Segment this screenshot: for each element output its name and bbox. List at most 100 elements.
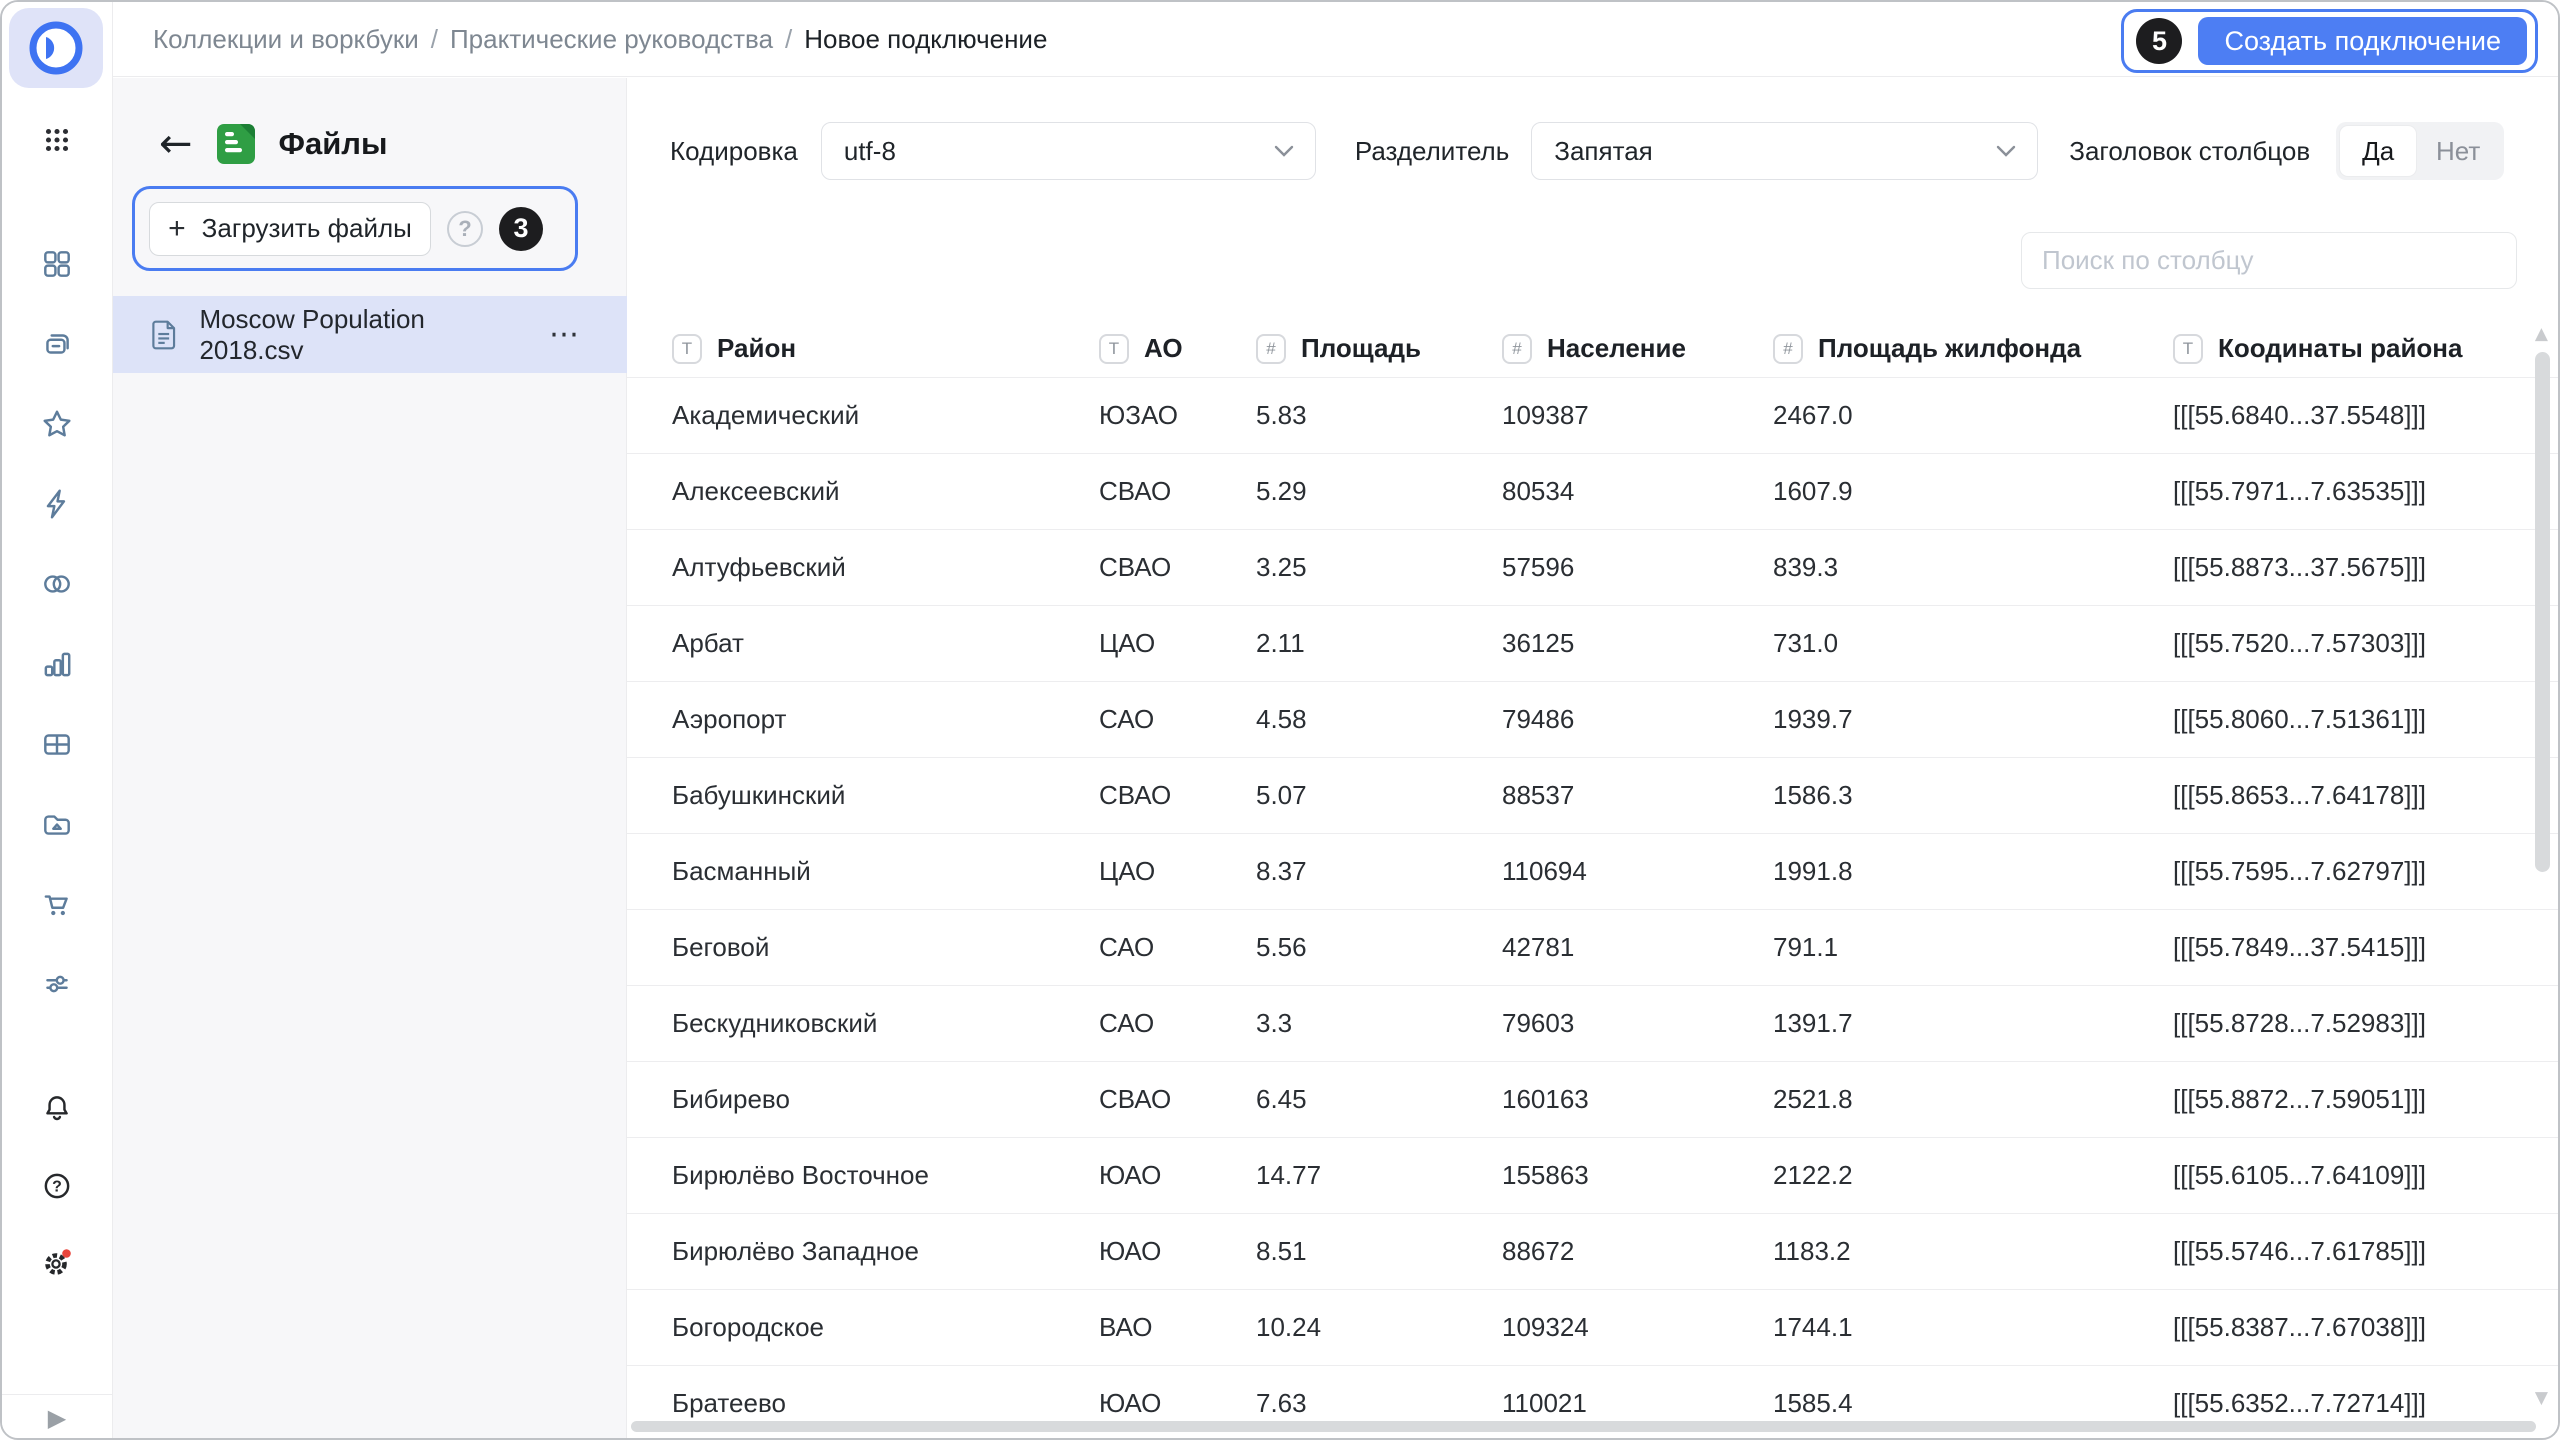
horizontal-scrollbar-thumb[interactable] <box>631 1421 2536 1432</box>
table-cell: ЮАО <box>1099 1236 1162 1266</box>
notifications-icon[interactable] <box>39 1090 75 1126</box>
table-row: Аэропорт САО 4.58 79486 1939.7 [[[55.8060...7… <box>627 682 2558 758</box>
table-cell: 57596 <box>1502 552 1575 582</box>
file-menu-icon[interactable]: ⋯ <box>549 317 581 352</box>
lightning-icon[interactable] <box>39 486 75 522</box>
marketplace-icon[interactable] <box>39 886 75 922</box>
table-cell: 1607.9 <box>1773 476 1853 506</box>
table-cell: [[[55.7520...7.57303]]] <box>2173 628 2426 658</box>
table-cell: [[[55.7971...7.63535]]] <box>2173 476 2426 506</box>
panel-header: ← Файлы <box>113 114 626 174</box>
column-label: Площадь жилфонда <box>1818 333 2082 363</box>
table-cell: [[[55.7849...37.5415]]] <box>2173 932 2426 962</box>
table-cell: ВАО <box>1099 1312 1153 1342</box>
table-row: Бескудниковский САО 3.3 79603 1391.7 [[[55.87… <box>627 986 2558 1062</box>
table-cell: Бескудниковский <box>672 1008 878 1038</box>
breadcrumb-guides[interactable]: Практические руководства <box>449 23 774 54</box>
table-row: Алексеевский СВАО 5.29 80534 1607.9 [[[55.797… <box>627 454 2558 530</box>
expand-icon[interactable]: ▶ <box>47 1404 67 1432</box>
table-cell: 79486 <box>1502 704 1575 734</box>
column-label: Население <box>1547 333 1686 363</box>
table-cell: 1939.7 <box>1773 704 1853 734</box>
column-label: АО <box>1144 333 1183 363</box>
chevron-down-icon <box>1997 145 2016 157</box>
table-cell: [[[55.6105...7.64109]]] <box>2173 1160 2426 1190</box>
settings-badge-dot <box>62 1249 71 1258</box>
table-row: Бирюлёво Восточное ЮАО 14.77 155863 2122.2 [[… <box>627 1138 2558 1214</box>
encoding-select[interactable]: utf-8 <box>820 122 1316 180</box>
column-header[interactable]: # Площадь <box>1256 333 1502 364</box>
collections-icon[interactable] <box>39 326 75 362</box>
table-row: Бирюлёво Западное ЮАО 8.51 88672 1183.2 [[[55… <box>627 1214 2558 1290</box>
vertical-scrollbar-thumb[interactable] <box>2535 352 2550 872</box>
table-cell: 5.56 <box>1256 932 1307 962</box>
table-cell: 79603 <box>1502 1008 1575 1038</box>
column-header[interactable]: # Население <box>1502 333 1773 364</box>
table-cell: Арбат <box>672 628 744 658</box>
table-cell: СВАО <box>1099 552 1172 582</box>
scroll-down-icon[interactable]: ▼ <box>2534 1388 2548 1408</box>
settings-bar: Кодировка utf-8 Разделитель Запятая Заго… <box>670 122 2505 180</box>
breadcrumb-collections[interactable]: Коллекции и воркбуки <box>153 23 419 54</box>
table-cell: 731.0 <box>1773 628 1839 658</box>
table-cell: 110021 <box>1502 1388 1587 1418</box>
dashboard-icon[interactable] <box>39 726 75 762</box>
datalens-logo[interactable] <box>9 8 103 88</box>
encoding-label: Кодировка <box>670 135 798 166</box>
column-search-input[interactable] <box>2021 232 2517 289</box>
column-header[interactable]: # Площадь жилфонда <box>1773 333 2173 364</box>
file-type-sheet-icon <box>216 124 255 164</box>
help-icon[interactable]: ? <box>39 1168 75 1204</box>
toggle-no[interactable]: Нет <box>2436 135 2481 166</box>
table-cell: СВАО <box>1099 780 1172 810</box>
column-header[interactable]: T АО <box>1099 333 1256 364</box>
panel-title: Файлы <box>278 126 388 161</box>
storage-icon[interactable] <box>39 806 75 842</box>
table-cell: СВАО <box>1099 1084 1172 1114</box>
column-header[interactable]: T Район <box>672 333 1099 364</box>
chart-icon[interactable] <box>39 646 75 682</box>
table-row: Бабушкинский СВАО 5.07 88537 1586.3 [[[55.865… <box>627 758 2558 834</box>
chevron-down-icon <box>1274 145 1294 157</box>
delimiter-select[interactable]: Запятая <box>1531 122 2039 180</box>
create-connection-button[interactable]: Создать подключение <box>2198 17 2527 65</box>
table-cell: СВАО <box>1099 476 1172 506</box>
apps-grid-icon[interactable] <box>39 122 75 158</box>
table-row: Басманный ЦАО 8.37 110694 1991.8 [[[55.7595..… <box>627 834 2558 910</box>
upload-help-icon[interactable]: ? <box>447 210 483 247</box>
back-arrow-icon[interactable]: ← <box>159 121 193 167</box>
breadcrumb-separator: / <box>430 23 438 54</box>
toggle-yes[interactable]: Да <box>2340 126 2417 176</box>
table-cell: 160163 <box>1502 1084 1589 1114</box>
table-cell: 14.77 <box>1256 1160 1322 1190</box>
step-badge-3: 3 <box>499 206 543 251</box>
table-cell: 5.83 <box>1256 400 1307 430</box>
table-cell: Басманный <box>672 856 811 886</box>
preview-table: T Район T АО # Площадь # Население # Площадь жилф… <box>627 320 2558 1438</box>
column-header[interactable]: T Коодинаты района <box>2173 333 2521 364</box>
table-cell: 7.63 <box>1256 1388 1307 1418</box>
table-cell: Алексеевский <box>672 476 840 506</box>
table-cell: Бабушкинский <box>672 780 846 810</box>
upload-files-button[interactable]: + Загрузить файлы <box>149 201 431 256</box>
services-icon[interactable] <box>39 966 75 1002</box>
settings-icon[interactable] <box>39 1245 75 1281</box>
step-callout-5: 5 Создать подключение <box>2121 9 2538 73</box>
sidebar-divider <box>2 1394 112 1395</box>
table-cell: Бирюлёво Восточное <box>672 1160 929 1190</box>
table-row: Братеево ЮАО 7.63 110021 1585.4 [[[55.6352...… <box>627 1366 2558 1438</box>
table-row: Алтуфьевский СВАО 3.25 57596 839.3 [[[55.8873… <box>627 530 2558 606</box>
datasets-icon[interactable] <box>39 566 75 602</box>
search-row <box>2021 232 2517 289</box>
scroll-up-icon[interactable]: ▲ <box>2534 324 2548 344</box>
file-list-item[interactable]: Moscow Population 2018.csv ⋯ <box>113 296 627 373</box>
star-icon[interactable] <box>39 406 75 442</box>
table-row: Богородское ВАО 10.24 109324 1744.1 [[[55.838… <box>627 1290 2558 1366</box>
column-type-icon: T <box>1099 333 1129 364</box>
table-cell: [[[55.5746...7.61785]]] <box>2173 1236 2426 1266</box>
table-cell: [[[55.8728...7.52983]]] <box>2173 1008 2426 1038</box>
table-cell: ЦАО <box>1099 856 1156 886</box>
grid-icon[interactable] <box>39 246 75 282</box>
table-cell: 839.3 <box>1773 552 1839 582</box>
table-cell: 3.3 <box>1256 1008 1293 1038</box>
